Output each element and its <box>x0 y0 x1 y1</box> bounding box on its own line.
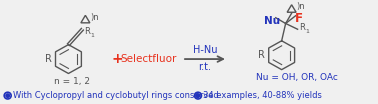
Text: Selectfluor: Selectfluor <box>120 54 177 64</box>
Text: R: R <box>84 27 90 36</box>
Text: R: R <box>258 50 265 60</box>
Text: H-Nu: H-Nu <box>193 45 217 55</box>
Text: )n: )n <box>90 13 99 22</box>
Text: r.t.: r.t. <box>198 62 211 72</box>
Text: Nu = OH, OR, OAc: Nu = OH, OR, OAc <box>256 73 338 82</box>
Text: +: + <box>112 52 123 66</box>
Text: )n: )n <box>297 2 305 11</box>
Text: With Cyclopropyl and cyclobutyl rings conserved: With Cyclopropyl and cyclobutyl rings co… <box>13 91 219 100</box>
Text: Nu: Nu <box>263 16 280 26</box>
Circle shape <box>6 94 9 97</box>
Circle shape <box>196 94 200 97</box>
Text: 1: 1 <box>90 33 94 38</box>
Text: n = 1, 2: n = 1, 2 <box>54 77 90 86</box>
Text: F: F <box>294 12 303 25</box>
Text: R: R <box>300 23 305 32</box>
Text: 34 examples, 40-88% yields: 34 examples, 40-88% yields <box>203 91 322 100</box>
Text: R: R <box>45 54 51 64</box>
Text: 1: 1 <box>305 29 309 34</box>
